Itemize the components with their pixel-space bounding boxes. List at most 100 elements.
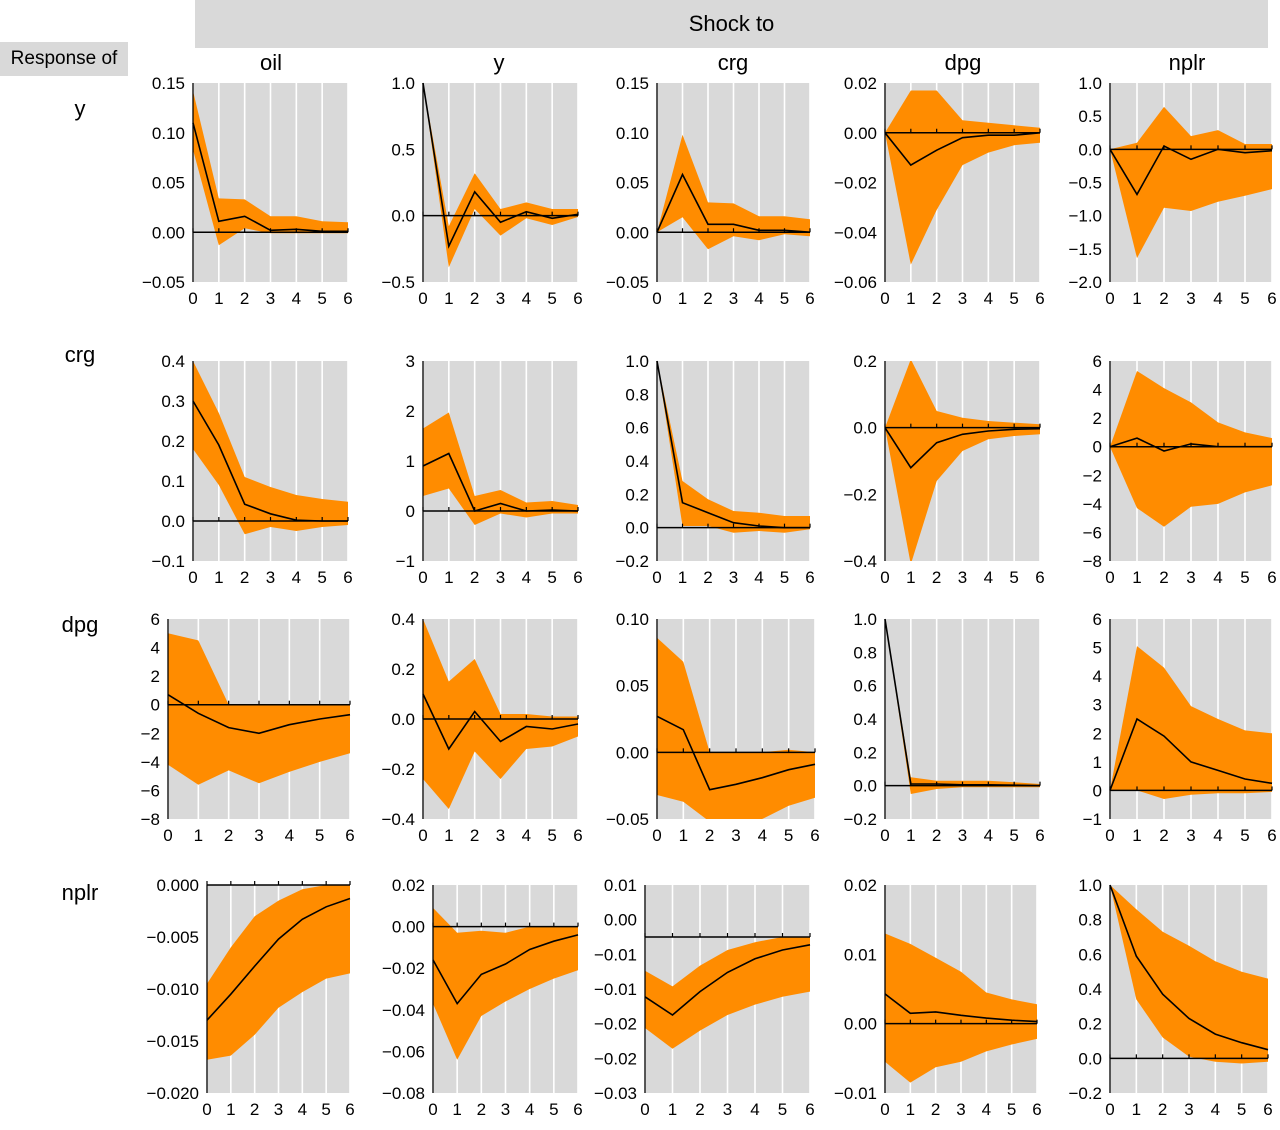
- panel-crg-oil-xtick-label: 4: [292, 568, 301, 587]
- panel-crg-dpg-xtick-label: 6: [1035, 568, 1044, 587]
- panel-crg-dpg-xtick-label: 2: [932, 568, 941, 587]
- panel-nplr-crg-xtick-label: 2: [695, 1100, 704, 1119]
- panel-nplr-y-ytick-label: 0.00: [392, 918, 425, 937]
- panel-dpg-nplr-xtick-label: 2: [1159, 826, 1168, 845]
- panel-nplr-crg-xtick-label: 1: [668, 1100, 677, 1119]
- panel-crg-y-confidence-band: [423, 412, 578, 525]
- panel-nplr-dpg-ytick-label: −0.01: [834, 1084, 877, 1103]
- panel-nplr-oil-xtick-label: 1: [226, 1100, 235, 1119]
- panel-y-crg-xtick-label: 4: [754, 289, 763, 308]
- panel-dpg-dpg-response-line: [884, 618, 1041, 787]
- panel-dpg-nplr-ytick-label: −1: [1083, 810, 1102, 829]
- panel-crg-y-ytick-label: 0: [406, 502, 415, 521]
- panel-crg-nplr-confidence-band: [1110, 371, 1272, 527]
- panel-nplr-oil-confidence-band: [207, 885, 350, 1060]
- panel-nplr-dpg-ytick-label: 0.02: [844, 876, 877, 895]
- panel-nplr-oil-xtick-label: 0: [202, 1100, 211, 1119]
- panel-nplr-crg-ytick-label: 0.01: [604, 876, 637, 895]
- panel-crg-nplr-xtick-label: 6: [1267, 568, 1276, 587]
- panel-nplr-nplr-xtick-label: 1: [1132, 1100, 1141, 1119]
- panel-y-oil-ytick-label: −0.05: [142, 273, 185, 292]
- panel-y-oil-ytick-label: 0.10: [152, 124, 185, 143]
- panel-y-crg-xtick-label: 3: [729, 289, 738, 308]
- panel-dpg-oil-ytick-label: −8: [141, 810, 160, 829]
- panel-dpg-crg-xtick-label: 2: [705, 826, 714, 845]
- panel-y-y-ytick-label: 0.5: [391, 140, 415, 159]
- panel-crg-y-xtick-label: 2: [470, 568, 479, 587]
- panel-crg-nplr-ytick-label: 2: [1093, 409, 1102, 428]
- panel-y-dpg-xtick-label: 1: [906, 289, 915, 308]
- panel-nplr-y-xtick-label: 0: [428, 1100, 437, 1119]
- panel-nplr-y-ytick-label: −0.08: [382, 1084, 425, 1103]
- panel-y-dpg-xtick-label: 5: [1009, 289, 1018, 308]
- panel-nplr-dpg-response-line: [884, 993, 1038, 1023]
- panel-dpg-oil-ytick-label: 4: [151, 639, 160, 658]
- panel-dpg-oil-ytick-label: −6: [141, 781, 160, 800]
- panel-y-crg-xtick-label: 5: [780, 289, 789, 308]
- panel-y-crg-response-line: [656, 172, 811, 233]
- panel-dpg-nplr-xtick-label: 4: [1213, 826, 1222, 845]
- panel-nplr-dpg-xtick-label: 4: [982, 1100, 991, 1119]
- panel-y-dpg-xtick-label: 3: [958, 289, 967, 308]
- panel-dpg-dpg-xtick-label: 1: [906, 826, 915, 845]
- panel-crg-crg-ytick-label: 1.0: [625, 352, 649, 371]
- panel-crg-oil-xtick-label: 0: [188, 568, 197, 587]
- panel-y-nplr-ytick-label: −0.5: [1068, 174, 1102, 193]
- panel-nplr-dpg-xtick-label: 1: [906, 1100, 915, 1119]
- panel-y-crg-xtick-label: 1: [678, 289, 687, 308]
- panel-y-dpg-ytick-label: −0.02: [834, 174, 877, 193]
- panel-nplr-nplr-ytick-label: 0.4: [1078, 980, 1102, 999]
- panel-dpg-nplr-confidence-band: [1110, 646, 1272, 799]
- row-label-nplr: nplr: [61, 880, 99, 905]
- panel-crg-nplr-xtick-label: 1: [1132, 568, 1141, 587]
- panel-y-nplr-xtick-label: 4: [1213, 289, 1222, 308]
- panel-nplr-y-xtick-label: 6: [573, 1100, 582, 1119]
- panel-crg-nplr-xtick-label: 3: [1186, 568, 1195, 587]
- panel-y-dpg-confidence-band: [885, 90, 1040, 265]
- panel-y-oil-xtick-label: 0: [188, 289, 197, 308]
- panel-nplr-y-xtick-label: 1: [452, 1100, 461, 1119]
- panel-crg-y-response-line: [422, 452, 579, 512]
- panel-dpg-oil-ytick-label: −4: [141, 753, 160, 772]
- panel-nplr-dpg-ytick-label: 0.01: [844, 945, 877, 964]
- panel-y-y-confidence-band: [423, 83, 578, 268]
- panel-dpg-y-ytick-label: 0.4: [391, 610, 415, 629]
- panel-y-nplr-xtick-label: 6: [1267, 289, 1276, 308]
- panel-crg-oil: 0.4 0.3 0.2 0.1 0.0 −0.10 1 2 3 4 5 6: [151, 352, 352, 587]
- panel-crg-y-ytick-label: 2: [406, 402, 415, 421]
- panel-y-crg-confidence-band: [657, 134, 810, 250]
- panel-y-y-ytick-label: 1.0: [391, 74, 415, 93]
- panel-dpg-dpg-ytick-label: 0.8: [853, 643, 877, 662]
- panel-crg-y-xtick-label: 1: [444, 568, 453, 587]
- panel-crg-nplr-ytick-label: 6: [1093, 352, 1102, 371]
- shock-to-label: Shock to: [688, 11, 775, 36]
- panel-y-crg-xtick-label: 6: [805, 289, 814, 308]
- panel-nplr-y-xtick-label: 4: [525, 1100, 534, 1119]
- panel-nplr-nplr-ytick-label: 0.0: [1078, 1049, 1102, 1068]
- panel-crg-dpg-xtick-label: 3: [958, 568, 967, 587]
- panel-dpg-crg-response-line: [656, 715, 816, 791]
- panel-y-dpg: 0.02 0.00 −0.02 −0.04 −0.060 1 2 3 4 5 6: [834, 74, 1045, 308]
- panel-y-oil-xtick-label: 6: [343, 289, 352, 308]
- panel-nplr-oil-ytick-label: 0.000: [156, 876, 199, 895]
- panel-nplr-nplr-xtick-label: 4: [1211, 1100, 1220, 1119]
- panel-nplr-oil-ytick-label: −0.010: [147, 980, 199, 999]
- panel-dpg-dpg-ytick-label: 0.0: [853, 777, 877, 796]
- panel-crg-nplr-xtick-label: 4: [1213, 568, 1222, 587]
- panel-dpg-oil-response-line: [167, 694, 351, 735]
- panel-y-crg-ytick-label: 0.15: [616, 74, 649, 93]
- panel-nplr-nplr-ytick-label: 0.6: [1078, 945, 1102, 964]
- panel-y-dpg-ytick-label: −0.06: [834, 273, 877, 292]
- panel-crg-dpg: 0.2 0.0 −0.2 −0.40 1 2 3 4 5 6: [843, 352, 1044, 587]
- panel-nplr-crg-ytick-label: −0.01: [594, 980, 637, 999]
- panel-crg-y-xtick-label: 6: [573, 568, 582, 587]
- panel-dpg-y-xtick-label: 1: [444, 826, 453, 845]
- panel-nplr-nplr-xtick-label: 0: [1105, 1100, 1114, 1119]
- panel-y-oil-xtick-label: 3: [266, 289, 275, 308]
- row-label-crg: crg: [64, 342, 96, 367]
- column-label-nplr: nplr: [1168, 50, 1206, 75]
- panel-dpg-oil-xtick-label: 4: [285, 826, 294, 845]
